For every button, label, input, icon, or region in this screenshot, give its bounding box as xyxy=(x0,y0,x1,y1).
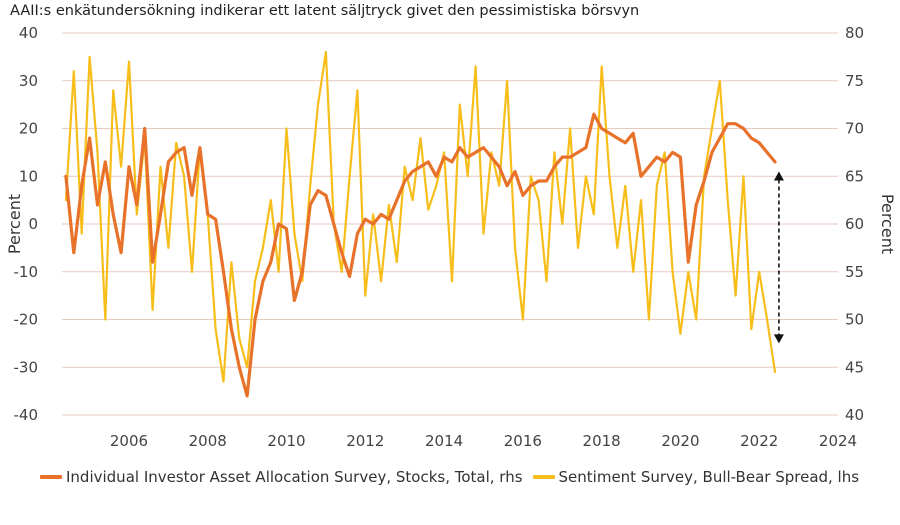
y-tick-label-right: 50 xyxy=(845,311,864,329)
y-tick-label-right: 70 xyxy=(845,120,864,138)
annotation-arrow-head-down xyxy=(773,334,784,344)
y-tick-label-left: 10 xyxy=(19,167,38,185)
legend: Individual Investor Asset Allocation Sur… xyxy=(40,468,869,486)
y-tick-label-right: 60 xyxy=(845,215,864,233)
x-tick-label: 2014 xyxy=(425,432,463,450)
x-tick-label: 2010 xyxy=(267,432,305,450)
x-tick-label: 2012 xyxy=(346,432,384,450)
legend-swatch-allocation xyxy=(40,475,62,479)
x-tick-label: 2020 xyxy=(661,432,699,450)
x-tick-label: 2008 xyxy=(189,432,227,450)
x-tick-label: 2016 xyxy=(504,432,542,450)
legend-swatch-sentiment xyxy=(532,475,555,479)
y-tick-label-left: -40 xyxy=(14,406,39,424)
y-tick-label-right: 80 xyxy=(845,24,864,42)
y-tick-label-right: 65 xyxy=(845,167,864,185)
legend-item-sentiment: Sentiment Survey, Bull-Bear Spread, lhs xyxy=(532,468,860,486)
y-tick-label-right: 55 xyxy=(845,263,864,281)
y-tick-label-right: 40 xyxy=(845,406,864,424)
y-tick-label-left: -20 xyxy=(14,311,39,329)
y-axis-title-right: Percent xyxy=(878,194,897,254)
x-tick-label: 2024 xyxy=(819,432,857,450)
series-line-allocation xyxy=(64,112,777,398)
y-tick-label-left: -30 xyxy=(14,358,39,376)
legend-label-sentiment: Sentiment Survey, Bull-Bear Spread, lhs xyxy=(558,468,860,486)
series-line-sentiment xyxy=(64,51,777,383)
x-tick-label: 2006 xyxy=(110,432,148,450)
y-tick-label-right: 45 xyxy=(845,358,864,376)
y-tick-label-right: 75 xyxy=(845,72,864,90)
legend-item-allocation: Individual Investor Asset Allocation Sur… xyxy=(40,468,523,486)
chart-title: AAII:s enkätundersökning indikerar ett l… xyxy=(10,3,640,19)
y-tick-label-left: 20 xyxy=(19,120,38,138)
y-tick-label-left: 30 xyxy=(19,72,38,90)
x-tick-label: 2022 xyxy=(740,432,778,450)
x-tick-label: 2018 xyxy=(583,432,621,450)
y-axis-title-left: Percent xyxy=(5,194,24,254)
legend-label-allocation: Individual Investor Asset Allocation Sur… xyxy=(66,468,523,486)
annotation-arrow-head-up xyxy=(773,171,784,181)
y-tick-label-left: 0 xyxy=(28,215,38,233)
y-tick-label-left: 40 xyxy=(19,24,38,42)
y-tick-label-left: -10 xyxy=(14,263,39,281)
